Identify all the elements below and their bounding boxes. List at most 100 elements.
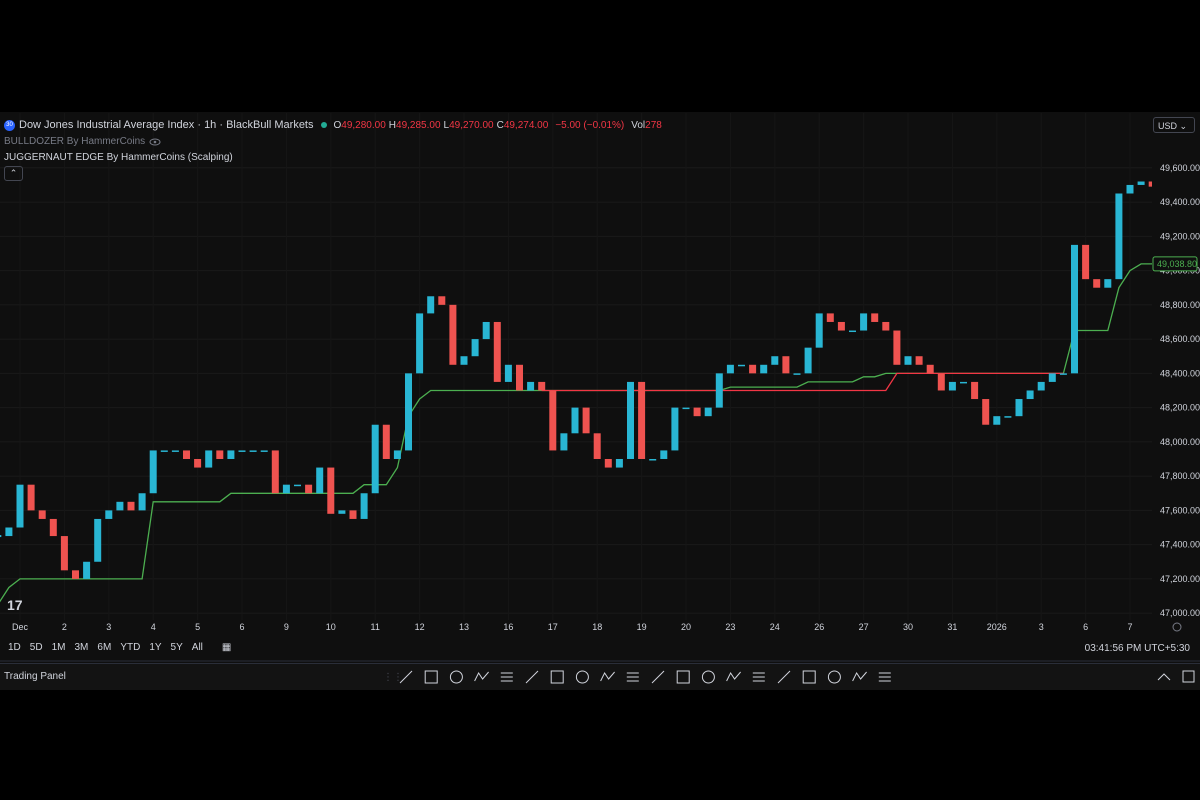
tool-icon[interactable]	[424, 670, 438, 684]
candle	[1082, 244, 1090, 280]
tool-glyph	[449, 670, 463, 684]
candle	[893, 330, 901, 365]
candle	[249, 450, 257, 452]
x-tick-label: 2	[62, 622, 67, 632]
indicator[interactable]: BULLDOZER By HammerCoins	[4, 136, 146, 147]
tool-icon[interactable]	[852, 671, 867, 682]
volume-label: Vol	[631, 119, 646, 131]
x-tick-label: 7	[1127, 622, 1132, 632]
y-tick-label: 49,400.00	[1160, 197, 1200, 207]
tool-glyph	[600, 671, 615, 682]
range-button[interactable]: 1D	[8, 642, 21, 653]
candle	[793, 373, 801, 375]
y-tick-label: 47,200.00	[1160, 574, 1200, 584]
tool-icon[interactable]	[676, 670, 690, 684]
ohlc-value: 49,280.00	[341, 119, 386, 131]
candle	[416, 313, 424, 374]
panel-title[interactable]: Trading Panel	[4, 671, 66, 682]
axes: 47,000.00 47,200.00 47,400.00 47,600.00 47,8…	[12, 163, 1200, 632]
candle	[704, 407, 712, 417]
candle	[948, 381, 956, 391]
candle	[738, 364, 745, 367]
candle	[160, 450, 168, 452]
x-tick-label: 3	[1039, 622, 1044, 632]
collapse-button[interactable]: ⌃	[4, 166, 23, 181]
last-value-tag	[1152, 256, 1198, 272]
tool-icon[interactable]	[449, 670, 463, 684]
tool-icon[interactable]	[626, 672, 639, 682]
range-button[interactable]: 5Y	[170, 642, 183, 653]
calendar-icon[interactable]: ▦	[221, 642, 232, 653]
symbol-title[interactable]: Dow Jones Industrial Average Index · 1h …	[19, 119, 314, 131]
tool-icon[interactable]	[474, 671, 489, 682]
tool-icon[interactable]	[399, 670, 413, 684]
candle	[615, 458, 623, 468]
currency-select[interactable]: USD ⌄	[1153, 117, 1195, 133]
eye-icon[interactable]	[149, 138, 161, 146]
x-tick-label: 9	[284, 622, 289, 632]
candle	[238, 450, 246, 452]
candle	[482, 321, 490, 340]
symbol-row: 30 Dow Jones Industrial Average Index · …	[4, 119, 665, 131]
candle	[715, 373, 723, 408]
candle	[460, 356, 468, 365]
tool-icon[interactable]	[550, 670, 564, 684]
range-button[interactable]: All	[191, 642, 203, 653]
candle	[516, 364, 523, 391]
tool-icon[interactable]	[575, 670, 589, 684]
ohlc-value: 49,274.00	[503, 119, 549, 131]
candle	[982, 399, 990, 425]
candle	[993, 416, 1001, 425]
tool-icon[interactable]	[827, 670, 841, 684]
tool-icon[interactable]	[802, 670, 816, 684]
tool-icon[interactable]	[777, 670, 791, 684]
tool-icon[interactable]	[525, 670, 539, 684]
candle	[582, 407, 590, 434]
tool-icon[interactable]	[878, 672, 891, 682]
range-button[interactable]: 6M	[97, 642, 112, 653]
tool-glyph	[701, 670, 715, 684]
drawing-tools: ⋮⋮	[383, 670, 1195, 684]
tool-icon[interactable]	[651, 670, 665, 684]
x-tick-label: 4	[151, 622, 156, 632]
change: −5.00 (−0.01%)	[555, 119, 625, 131]
candle	[227, 450, 235, 459]
maximize-icon[interactable]	[1182, 670, 1195, 683]
collapse-icon[interactable]	[1157, 673, 1171, 681]
candle	[0, 535, 2, 538]
candle	[327, 467, 335, 514]
range-button[interactable]: 1Y	[149, 642, 162, 653]
candle	[782, 356, 790, 374]
candle	[1104, 279, 1112, 288]
range-button[interactable]: YTD	[120, 642, 141, 653]
range-button[interactable]: 5D	[29, 642, 43, 653]
tool-icon[interactable]	[752, 672, 765, 682]
candle	[760, 364, 768, 374]
indicator[interactable]: JUGGERNAUT EDGE By HammerCoins (Scalping…	[4, 152, 233, 163]
candle	[83, 561, 91, 579]
candle	[882, 321, 890, 331]
tool-icon[interactable]	[726, 671, 741, 682]
settings-icon[interactable]	[1172, 622, 1182, 632]
tool-glyph	[651, 670, 665, 684]
tool-icon[interactable]	[500, 672, 513, 682]
candle	[127, 501, 135, 511]
candle	[1026, 390, 1034, 400]
x-tick-label: 6	[239, 622, 244, 632]
candle	[94, 518, 102, 562]
candle	[282, 484, 290, 494]
range-buttons: 1D 5D 1M 3M 6M YTD 1Y 5Y All ▦	[8, 642, 231, 653]
x-tick-label: 3	[106, 622, 111, 632]
candle	[438, 296, 446, 305]
range-button[interactable]: 1M	[51, 642, 66, 653]
y-tick-label: 47,400.00	[1160, 540, 1200, 550]
candle	[116, 501, 124, 511]
x-tick-label: Dec	[12, 622, 29, 632]
tool-icon[interactable]	[701, 670, 715, 684]
candle	[338, 510, 346, 514]
range-button[interactable]: 3M	[74, 642, 89, 653]
candle	[183, 450, 190, 459]
x-tick-label: 24	[770, 622, 780, 632]
candle	[726, 364, 734, 374]
tool-icon[interactable]	[600, 671, 615, 682]
